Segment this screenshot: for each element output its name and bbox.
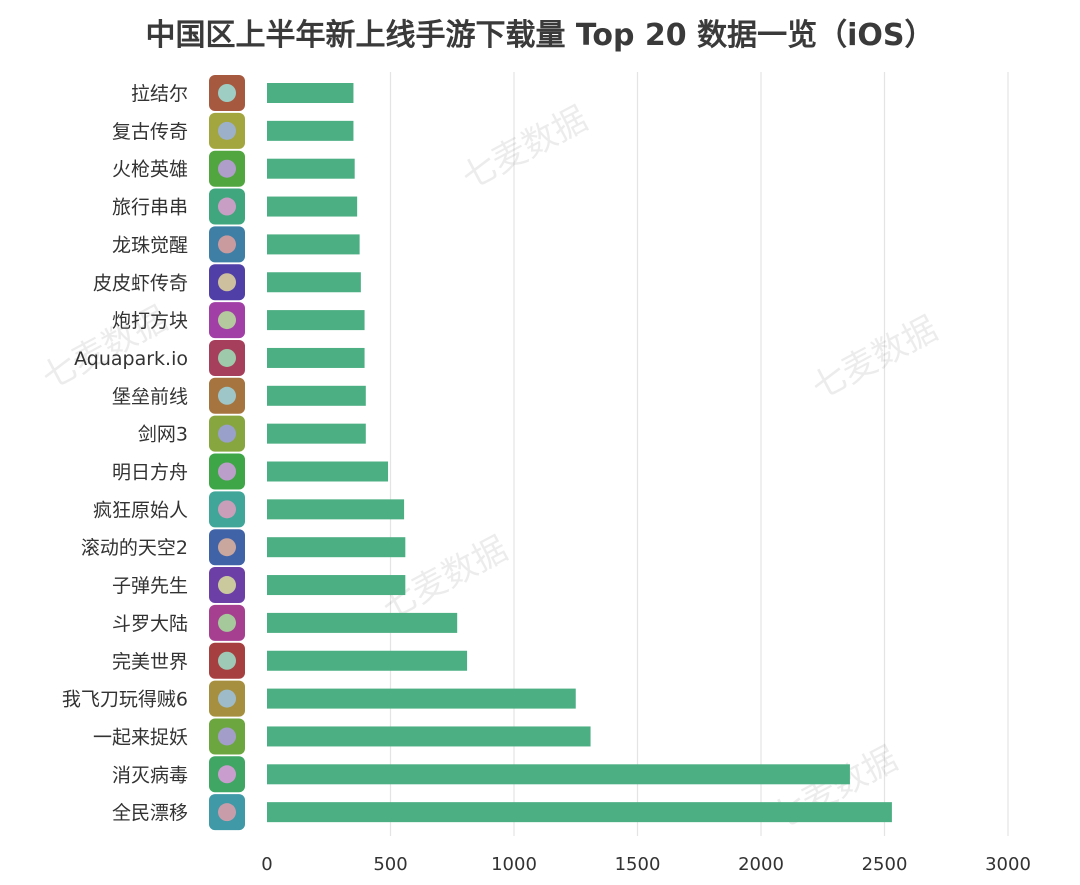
category-label: 全民漂移: [112, 802, 188, 824]
category-label: 拉结尔: [131, 83, 188, 105]
bar: [267, 688, 576, 709]
app-icon-glyph: [218, 500, 236, 519]
app-icon-glyph: [218, 727, 236, 746]
bar: [267, 461, 389, 482]
bar: [267, 310, 365, 331]
app-icon-glyph: [218, 121, 236, 140]
category-label: 剑网3: [138, 424, 188, 446]
bar: [267, 499, 405, 520]
category-label: 我飞刀玩得贼6: [62, 689, 188, 711]
bar: [267, 612, 458, 633]
app-icon-glyph: [218, 311, 236, 330]
bar: [267, 347, 365, 368]
chart-title: 中国区上半年新上线手游下载量 Top 20 数据一览（iOS）: [145, 18, 935, 53]
bar: [267, 196, 358, 217]
bar: [267, 158, 355, 179]
app-icon-glyph: [218, 159, 236, 178]
app-icon-glyph: [218, 576, 236, 595]
app-icon-glyph: [218, 765, 236, 784]
app-icon-glyph: [218, 84, 236, 102]
category-label: 子弹先生: [112, 575, 188, 597]
x-tick-label: 1500: [615, 854, 661, 875]
category-label: 疯狂原始人: [93, 499, 188, 521]
app-icon-glyph: [218, 235, 236, 254]
bar: [267, 650, 468, 671]
bar: [267, 385, 366, 406]
bar: [267, 575, 406, 596]
app-icon-glyph: [218, 197, 236, 216]
app-icon-glyph: [218, 689, 236, 708]
category-label: 消灭病毒: [112, 764, 188, 786]
watermark: 七麦数据: [805, 309, 944, 408]
x-tick-label: 2000: [738, 854, 784, 875]
app-icon-glyph: [218, 424, 236, 443]
x-tick-label: 3000: [985, 854, 1031, 875]
bar: [267, 537, 406, 558]
category-label: 堡垒前线: [112, 386, 188, 408]
app-icon-glyph: [218, 803, 236, 822]
category-label: 斗罗大陆: [112, 613, 188, 635]
bar: [267, 764, 850, 785]
category-label: 完美世界: [112, 651, 188, 673]
bar: [267, 120, 354, 141]
x-tick-label: 2500: [862, 854, 908, 875]
bar: [267, 272, 361, 293]
x-tick-label: 0: [261, 854, 272, 875]
app-icon-glyph: [218, 386, 236, 405]
x-tick-label: 500: [373, 854, 407, 875]
app-icon-glyph: [218, 273, 236, 292]
category-label: 火枪英雄: [112, 159, 188, 181]
app-icon-glyph: [218, 462, 236, 481]
x-tick-label: 1000: [491, 854, 537, 875]
category-label: 明日方舟: [112, 462, 188, 484]
category-label: 一起来捉妖: [93, 726, 188, 748]
app-icon-glyph: [218, 348, 236, 367]
bar: [267, 423, 366, 444]
bar: [267, 726, 591, 747]
bar: [267, 802, 892, 823]
category-label: Aquapark.io: [74, 348, 188, 370]
category-label: 皮皮虾传奇: [93, 272, 188, 294]
category-label: 复古传奇: [112, 121, 188, 143]
category-label: 旅行串串: [112, 197, 188, 219]
category-label: 滚动的天空2: [81, 537, 188, 559]
watermark: 七麦数据: [455, 99, 594, 198]
app-icon-glyph: [218, 651, 236, 670]
category-label: 龙珠觉醒: [112, 234, 188, 256]
watermark: 七麦数据: [765, 739, 904, 838]
app-icon-glyph: [218, 538, 236, 557]
bar: [267, 83, 354, 103]
category-label: 炮打方块: [112, 310, 188, 332]
bar: [267, 234, 360, 255]
app-icon-glyph: [218, 613, 236, 632]
